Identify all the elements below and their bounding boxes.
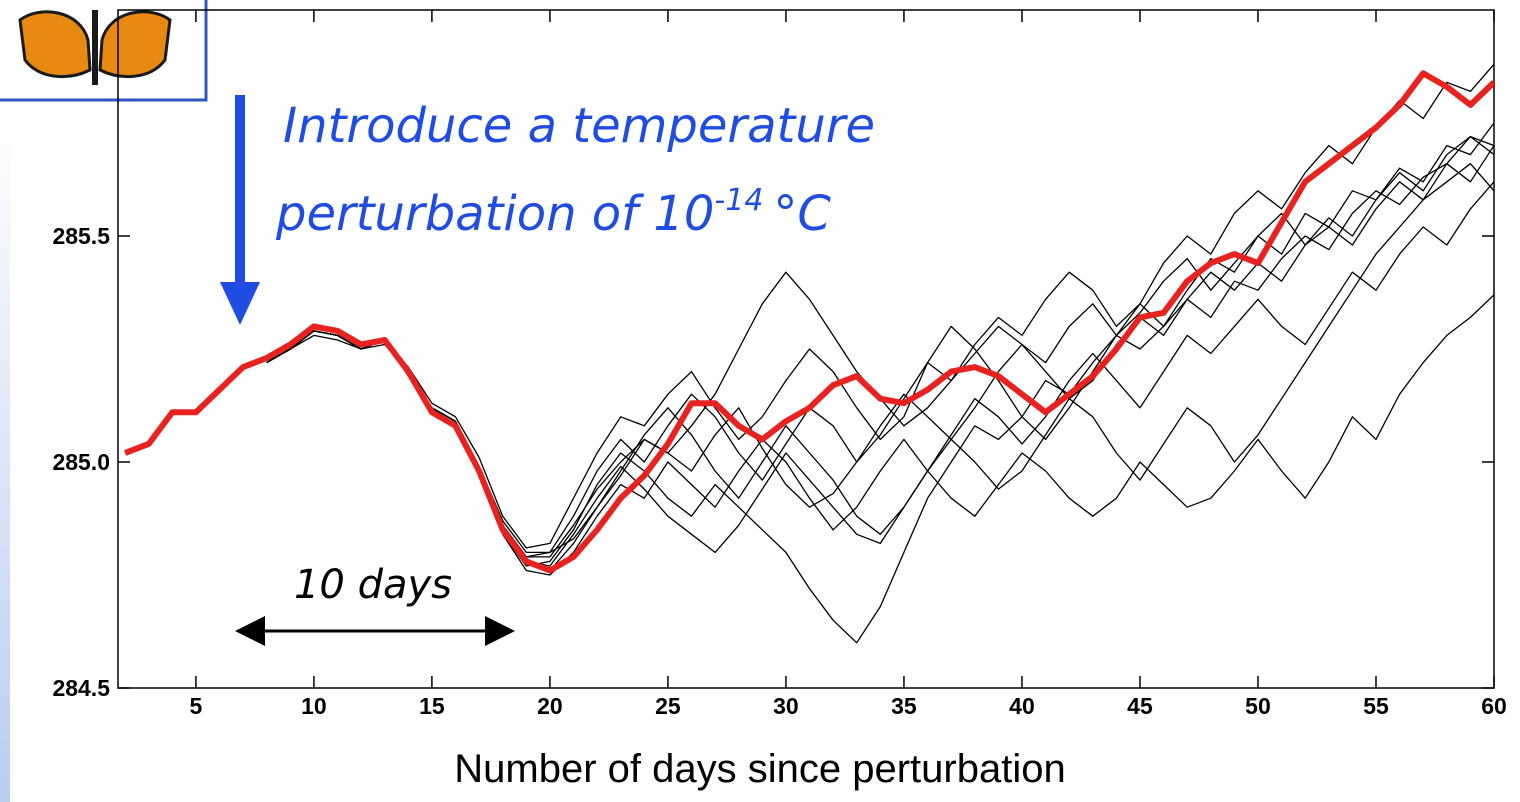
perturbation-arrowhead (220, 282, 260, 325)
side-strip (0, 110, 10, 802)
x-axis-label: Number of days since perturbation (454, 747, 1065, 791)
x-tick-label: 5 (189, 693, 202, 719)
y-tick-label: 284.5 (52, 675, 110, 701)
x-tick-label: 15 (419, 693, 445, 719)
x-tick-label: 50 (1245, 693, 1271, 719)
butterfly-image (0, 0, 208, 102)
series-line (124, 70, 1494, 574)
x-tick-label: 30 (773, 693, 799, 719)
x-tick-label: 60 (1481, 693, 1507, 719)
series-line (266, 135, 1494, 549)
x-tick-label: 40 (1009, 693, 1035, 719)
y-tick-label: 285.0 (52, 449, 110, 475)
annotation-line1: Introduce a temperature (283, 98, 875, 154)
annotation-text: perturbation of 10 (275, 186, 714, 242)
x-tick-label: 45 (1127, 693, 1153, 719)
x-tick-label: 20 (537, 693, 563, 719)
annotation-unit: °C (773, 186, 831, 242)
y-tick-label: 285.5 (52, 223, 110, 249)
span-label: 10 days (294, 562, 452, 608)
x-tick-label: 55 (1363, 693, 1389, 719)
annotation-superscript: -14 (714, 183, 763, 218)
x-tick-label: 10 (301, 693, 327, 719)
plot-frame (117, 9, 1495, 689)
x-tick-label: 25 (655, 693, 681, 719)
annotation-line2: perturbation of 10-14 °C (275, 183, 831, 242)
x-tick-label: 35 (891, 693, 917, 719)
